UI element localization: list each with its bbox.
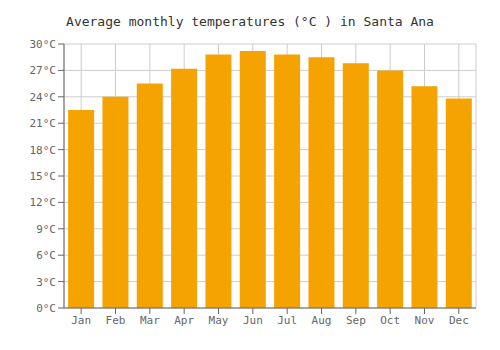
svg-text:Nov: Nov [415, 314, 435, 327]
svg-text:Apr: Apr [174, 314, 194, 327]
svg-text:18°C: 18°C [30, 144, 57, 157]
svg-text:0°C: 0°C [36, 302, 56, 315]
svg-text:12°C: 12°C [30, 196, 57, 209]
svg-text:30°C: 30°C [30, 38, 57, 51]
svg-text:6°C: 6°C [36, 249, 56, 262]
svg-text:15°C: 15°C [30, 170, 57, 183]
svg-text:Dec: Dec [449, 314, 469, 327]
svg-text:21°C: 21°C [30, 117, 57, 130]
svg-text:Jan: Jan [71, 314, 91, 327]
svg-text:Jul: Jul [277, 314, 297, 327]
svg-text:Jun: Jun [243, 314, 263, 327]
svg-text:Feb: Feb [106, 314, 126, 327]
html-text:Average monthly temperatures (: Average monthly temperatures (°C ) in Sa… [66, 14, 434, 29]
svg-text:24°C: 24°C [30, 91, 57, 104]
svg-text:Sep: Sep [346, 314, 366, 327]
svg-text:May: May [209, 314, 229, 327]
svg-text:Aug: Aug [312, 314, 332, 327]
svg-text:Mar: Mar [140, 314, 160, 327]
svg-text:27°C: 27°C [30, 64, 57, 77]
svg-text:9°C: 9°C [36, 223, 56, 236]
svg-text:3°C: 3°C [36, 276, 56, 289]
svg-text:Oct: Oct [380, 314, 400, 327]
